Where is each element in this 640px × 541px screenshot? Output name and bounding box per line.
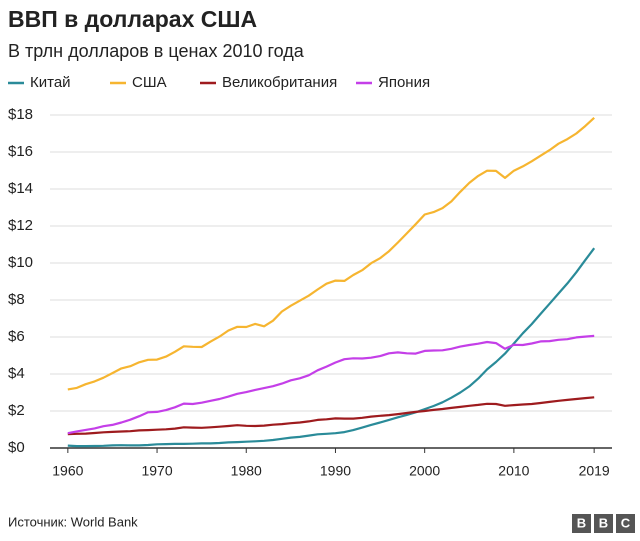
y-tick-label: $18 [8,106,33,123]
y-tick-label: $8 [8,291,25,308]
x-tick-label: 1990 [320,463,351,479]
logo-letter: B [577,515,586,530]
x-tick-label: 1960 [52,463,83,479]
y-tick-label: $4 [8,365,25,382]
y-tick-label: $16 [8,143,33,160]
y-tick-label: $10 [8,254,33,271]
x-tick-label: 2019 [579,463,610,479]
line [67,396,595,436]
y-tick-label: $12 [8,217,33,234]
x-tick-label: 1980 [231,463,262,479]
y-tick-label: $6 [8,328,25,345]
logo-box [572,514,591,533]
logo-letter: B [599,515,608,530]
legend-label: Япония [378,74,430,91]
line [67,334,595,435]
x-tick-label: 1970 [141,463,172,479]
logo-box [594,514,613,533]
line [67,247,596,448]
legend-label: Великобритания [222,74,337,91]
x-tick-label: 2000 [409,463,440,479]
logo-box [616,514,635,533]
x-tick-label: 2010 [498,463,529,479]
chart-title: ВВП в долларах США [8,6,257,32]
legend-label: Китай [30,74,71,91]
y-tick-label: $0 [8,439,25,456]
logo-letter: C [621,515,631,530]
y-tick-label: $14 [8,180,33,197]
chart-subtitle: В трлн долларов в ценах 2010 года [8,41,305,61]
y-tick-label: $2 [8,402,25,419]
line [67,116,595,391]
source: Источник: World Bank [8,514,138,529]
legend-label: США [132,74,167,91]
